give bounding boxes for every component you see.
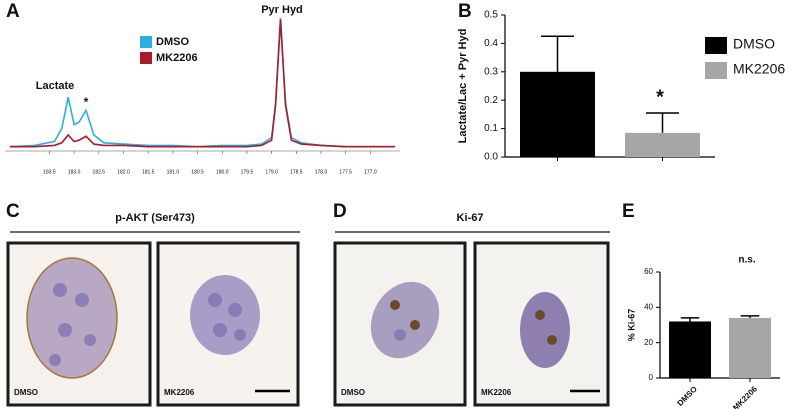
y-tick-label: 0.0 [484, 152, 498, 163]
y-tick-label: 0.1 [484, 123, 498, 134]
legend-swatch [705, 62, 727, 79]
y-tick-label: 0.3 [484, 66, 498, 77]
panel-letter: B [458, 1, 472, 22]
x-tick-label: 179.5 [241, 169, 254, 175]
bar [625, 132, 700, 157]
bar [669, 321, 711, 378]
spectrum-line [9, 19, 396, 148]
x-tick-label: 178.0 [315, 169, 328, 175]
x-tick-label: 177.0 [364, 169, 377, 175]
image-label: MK2206 [481, 388, 512, 397]
legend-label: MK2206 [733, 61, 785, 77]
legend-label: MK2206 [156, 52, 198, 64]
x-tick-label: 180.5 [191, 169, 204, 175]
bar [729, 317, 771, 378]
x-tick-label: MK2206 [731, 384, 759, 409]
legend-label: DMSO [156, 36, 189, 48]
x-tick-label: 180.0 [216, 169, 229, 175]
x-tick-label: 181.5 [142, 169, 155, 175]
annotation: n.s. [738, 255, 755, 266]
micrograph: DMSO [6, 241, 152, 407]
x-tick-label: 182.5 [93, 169, 106, 175]
panel-title: Ki-67 [457, 212, 484, 224]
x-tick-label: 177.5 [339, 169, 352, 175]
x-tick-label: 178.5 [290, 169, 303, 175]
image-label: DMSO [14, 388, 38, 397]
y-tick-label: 0.2 [484, 95, 498, 106]
legend-swatch [140, 52, 152, 64]
micrograph: MK2206 [156, 241, 300, 407]
y-tick-label: 0 [649, 373, 654, 382]
x-tick-label: 183.0 [68, 169, 81, 175]
y-tick-label: 40 [644, 302, 653, 311]
micrograph: MK2206 [473, 241, 610, 407]
legend-swatch [140, 36, 152, 48]
y-axis-label: % Ki-67 [626, 309, 636, 342]
legend-swatch [705, 37, 727, 54]
y-tick-label: 20 [644, 338, 653, 347]
x-tick-label: 182.0 [117, 169, 130, 175]
panel-letter: A [6, 1, 20, 22]
y-tick-label: 60 [644, 267, 653, 276]
x-tick-label: 183.5 [43, 169, 56, 175]
panel-letter: E [622, 201, 635, 222]
bar [520, 71, 595, 157]
y-tick-label: 0.4 [484, 38, 498, 49]
y-axis-label: Lactate/Lac + Pyr Hyd [457, 29, 469, 144]
x-tick-label: 181.0 [167, 169, 180, 175]
legend-label: DMSO [733, 36, 775, 52]
y-tick-label: 0.5 [484, 10, 498, 21]
panel-letter: C [6, 201, 20, 222]
x-tick-label: 179.0 [265, 169, 278, 175]
panel-title: p-AKT (Ser473) [115, 212, 195, 224]
x-tick-label: DMSO [676, 385, 699, 408]
panel-letter: D [333, 201, 347, 222]
image-label: MK2206 [164, 388, 195, 397]
annotation: Lactate [36, 80, 75, 92]
annotation: * [84, 95, 89, 109]
image-label: DMSO [341, 388, 365, 397]
micrograph: DMSO [333, 241, 467, 407]
annotation: Pyr Hyd [261, 4, 303, 16]
annotation: * [656, 86, 664, 108]
